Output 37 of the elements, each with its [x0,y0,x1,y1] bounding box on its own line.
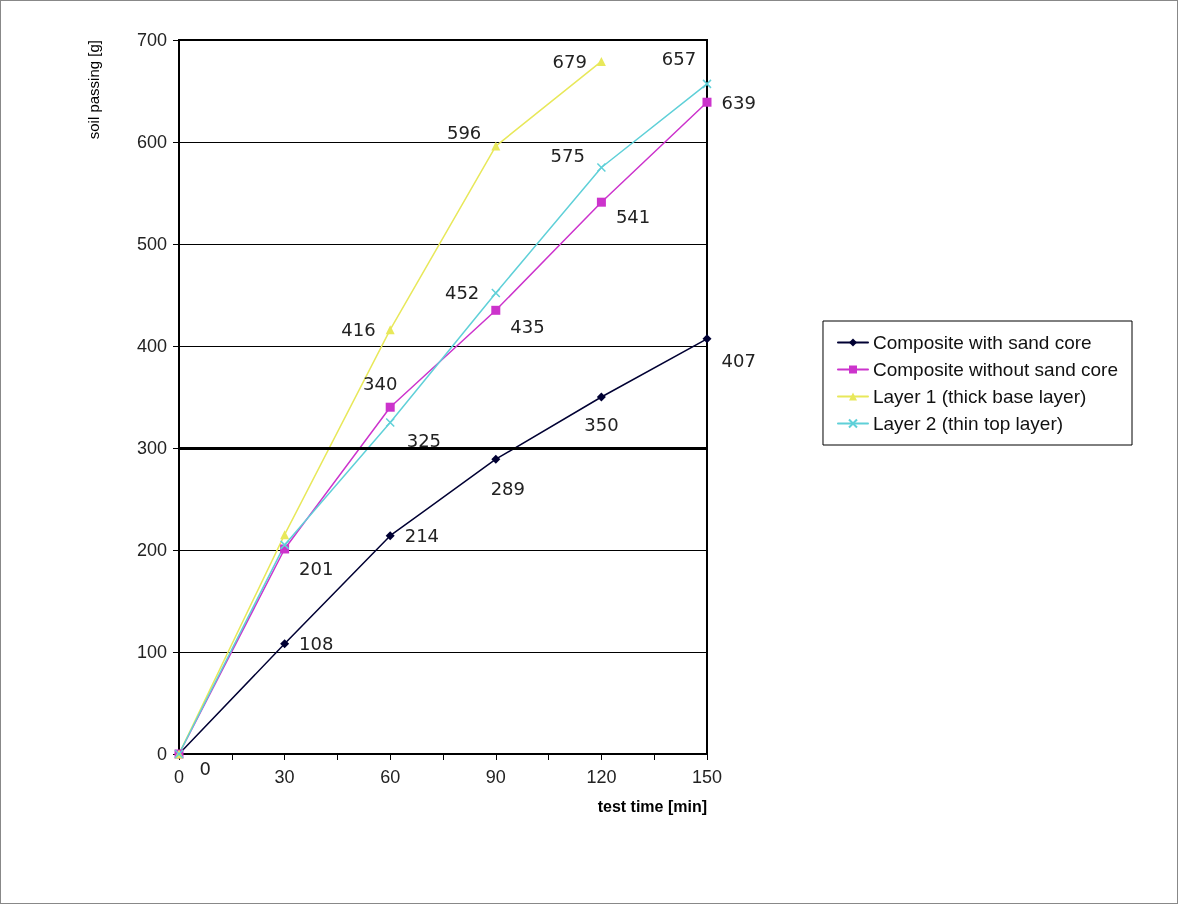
data-label: 596 [446,121,482,143]
y-axis-title: soil passing [g] [85,40,102,140]
data-label: 289 [490,478,525,500]
x-tick-label: 150 [691,767,723,787]
data-label: 435 [510,315,545,337]
x-tick-label: 60 [380,767,401,787]
y-tick-label: 400 [136,336,167,356]
legend-label: Layer 2 (thin top layer) [872,413,1064,434]
y-tick-label: 200 [136,540,167,560]
y-tick-label: 0 [156,744,167,764]
x-tick-label: 30 [274,767,295,787]
data-label: 452 [444,282,480,304]
data-label: 575 [550,145,585,166]
x-tick-label: 120 [586,767,617,787]
legend-label: Composite with sand core [872,332,1092,353]
x-tick-label: 90 [485,767,506,787]
y-tick-label: 500 [136,234,167,254]
x-tick-label: 0 [173,767,185,787]
y-tick-label: 700 [136,30,167,50]
x-axis-title: test time [min] [597,797,707,815]
y-tick-label: 600 [136,132,167,152]
data-label: 416 [341,319,376,341]
data-label: 657 [661,47,697,69]
data-label: 541 [615,205,651,227]
data-label: 325 [406,430,442,451]
data-label: 340 [363,373,398,395]
data-label: 407 [721,350,756,372]
data-label: 350 [584,414,619,435]
data-label: 201 [299,558,334,580]
data-label: 639 [721,91,756,113]
data-label: 108 [299,633,334,655]
y-tick-label: 300 [136,438,167,458]
data-label: 679 [552,50,587,72]
legend-label: Layer 1 (thick base layer) [872,386,1087,407]
legend-label: Composite without sand core [872,359,1118,380]
data-label: 214 [404,525,440,547]
y-tick-label: 100 [136,642,167,662]
